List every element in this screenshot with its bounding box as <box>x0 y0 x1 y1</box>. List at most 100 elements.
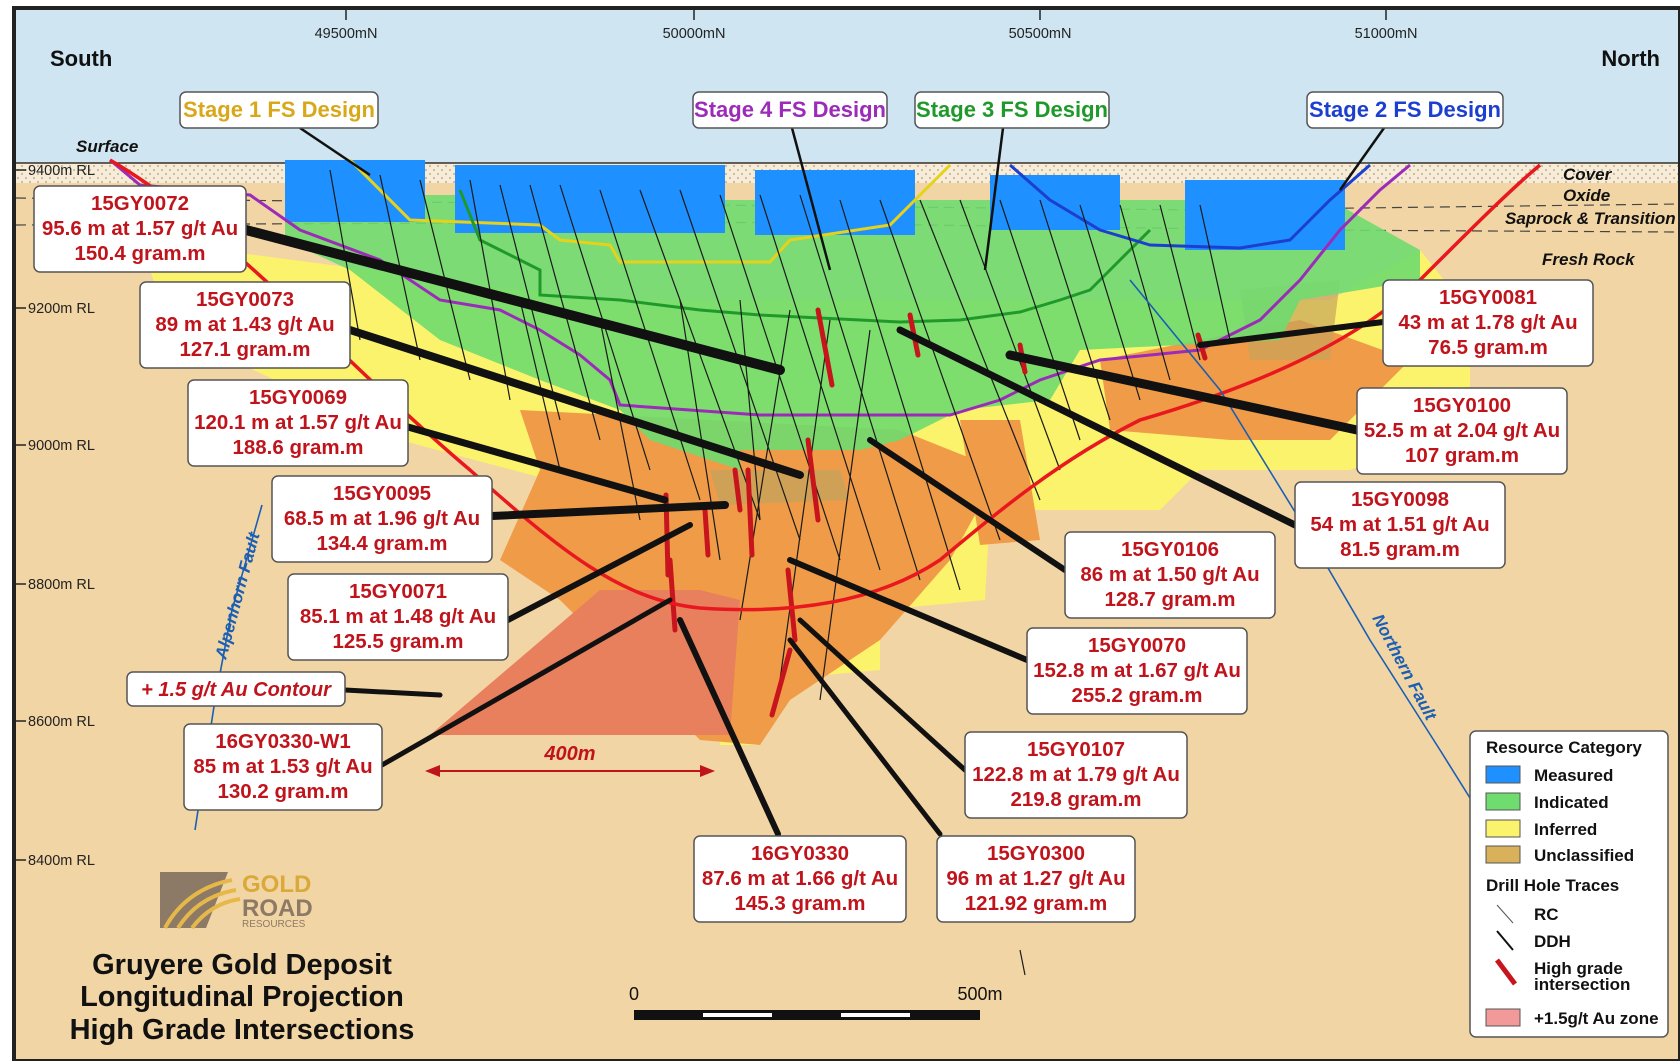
legend: Resource Category Measured Indicated Inf… <box>1469 730 1669 1038</box>
callout-interval: 85 m at 1.53 g/t Au <box>193 755 372 778</box>
legend-ddh-trace <box>1496 930 1514 951</box>
stage-1-label-box: Stage 1 FS Design <box>179 91 379 129</box>
callout-gram-metres: 128.7 gram.m <box>1104 588 1235 611</box>
legend-label-au-zone: +1.5g/t Au zone <box>1534 1009 1659 1028</box>
northing-label-49500: 49500mN <box>315 26 378 42</box>
callout-hole-id: 15GY0100 <box>1413 394 1511 417</box>
rl-label-9200: 9200m RL <box>28 301 95 317</box>
callout-hole-id: 16GY0330 <box>751 842 849 865</box>
legend-label-inferred: Inferred <box>1534 820 1597 839</box>
callout-gram-metres: 130.2 gram.m <box>217 780 348 803</box>
contour-label: + 1.5 g/t Au Contour <box>141 679 332 701</box>
callout-hole-id: 15GY0300 <box>987 842 1085 865</box>
callout-interval: 87.6 m at 1.66 g/t Au <box>702 867 898 890</box>
measured-block-2 <box>455 165 725 233</box>
callout-box <box>1356 387 1568 475</box>
rl-label-8800: 8800m RL <box>28 577 95 593</box>
callout-interval: 95.6 m at 1.57 g/t Au <box>42 217 238 240</box>
callout-box <box>287 573 509 661</box>
callout-gram-metres: 145.3 gram.m <box>734 892 865 915</box>
logo-text-resources: RESOURCES <box>242 919 306 930</box>
layer-label-cover: Cover <box>1563 165 1613 184</box>
legend-label-indicated: Indicated <box>1534 793 1609 812</box>
measured-block-5 <box>1185 180 1345 250</box>
layer-label-saprock: Saprock & Transition <box>1505 209 1676 228</box>
callout-gram-metres: 255.2 gram.m <box>1071 684 1202 707</box>
unclassified-zone <box>710 470 850 505</box>
legend-label-ddh: DDH <box>1534 932 1571 951</box>
callout-box <box>1382 279 1594 367</box>
callout-interval: 52.5 m at 2.04 g/t Au <box>1364 419 1560 442</box>
stage-2-label: Stage 2 FS Design <box>1309 97 1501 122</box>
callout-gram-metres: 188.6 gram.m <box>232 436 363 459</box>
callout-interval: 89 m at 1.43 g/t Au <box>155 313 334 336</box>
callout-gram-metres: 121.92 gram.m <box>965 892 1107 915</box>
callout-hole-id: 15GY0071 <box>349 580 447 603</box>
callout-gram-metres: 107 gram.m <box>1405 444 1519 467</box>
callout-gram-metres: 76.5 gram.m <box>1428 336 1548 359</box>
stage-4-label-box: Stage 4 FS Design <box>692 91 888 129</box>
callout-box <box>271 475 493 563</box>
callout-interval: 122.8 m at 1.79 g/t Au <box>972 763 1180 786</box>
legend-swatch-unclassified <box>1485 845 1521 864</box>
callout-interval: 85.1 m at 1.48 g/t Au <box>300 605 496 628</box>
callout-box <box>964 731 1188 819</box>
callout-hole-id: 15GY0073 <box>196 288 294 311</box>
rl-label-9400: 9400m RL <box>28 163 95 179</box>
callout-gram-metres: 150.4 gram.m <box>74 242 205 265</box>
legend-swatch-measured <box>1485 765 1521 784</box>
stage-2-label-box: Stage 2 FS Design <box>1306 91 1504 129</box>
gold-road-logo: GOLD ROAD RESOURCES <box>160 871 313 930</box>
callout-hole-id: 15GY0095 <box>333 482 431 505</box>
legend-resource-heading: Resource Category <box>1486 738 1642 757</box>
rl-label-8600: 8600m RL <box>28 714 95 730</box>
legend-swatch-au-zone <box>1485 1008 1521 1027</box>
stage-leaders <box>299 126 1386 271</box>
legend-drill-heading: Drill Hole Traces <box>1486 876 1619 895</box>
callout-hole-id: 15GY0069 <box>249 386 347 409</box>
rl-label-9000: 9000m RL <box>28 438 95 454</box>
callout-hole-id: 15GY0072 <box>91 192 189 215</box>
surface-label: Surface <box>76 137 138 156</box>
title-line-2: Longitudinal Projection <box>80 981 404 1013</box>
callout-box <box>1064 531 1276 619</box>
dimension-label: 400m <box>543 743 595 765</box>
title-line-1: Gruyere Gold Deposit <box>92 949 392 981</box>
callout-gram-metres: 125.5 gram.m <box>332 630 463 653</box>
callout-interval: 86 m at 1.50 g/t Au <box>1080 563 1259 586</box>
legend-label-rc: RC <box>1534 905 1559 924</box>
legend-rc-trace <box>1496 904 1514 924</box>
layer-label-fresh-rock: Fresh Rock <box>1542 250 1636 269</box>
stage-4-pit-outline <box>109 158 1411 417</box>
callout-interval: 152.8 m at 1.67 g/t Au <box>1033 659 1241 682</box>
stage-3-label: Stage 3 FS Design <box>916 97 1108 122</box>
contour-label-box: + 1.5 g/t Au Contour <box>126 671 346 707</box>
sky-band <box>16 10 1678 162</box>
callout-box <box>936 835 1136 923</box>
legend-label-unclassified: Unclassified <box>1534 846 1634 865</box>
callout-leaders <box>241 225 1386 837</box>
north-label: North <box>1601 46 1660 71</box>
callout-gram-metres: 81.5 gram.m <box>1340 538 1460 561</box>
legend-high-grade-trace <box>1495 958 1517 986</box>
logo-text-road: ROAD <box>242 895 313 922</box>
callout-hole-id: 16GY0330-W1 <box>215 730 351 753</box>
callout-box <box>187 379 409 467</box>
callout-box <box>1294 481 1506 569</box>
callout-gram-metres: 127.1 gram.m <box>179 338 310 361</box>
northing-label-50000: 50000mN <box>663 26 726 42</box>
stage-1-pit-outline <box>348 158 952 264</box>
legend-label-measured: Measured <box>1534 766 1613 785</box>
south-label: South <box>50 46 112 71</box>
dimension-400m: 400m <box>425 743 715 777</box>
callout-box <box>1026 627 1248 715</box>
